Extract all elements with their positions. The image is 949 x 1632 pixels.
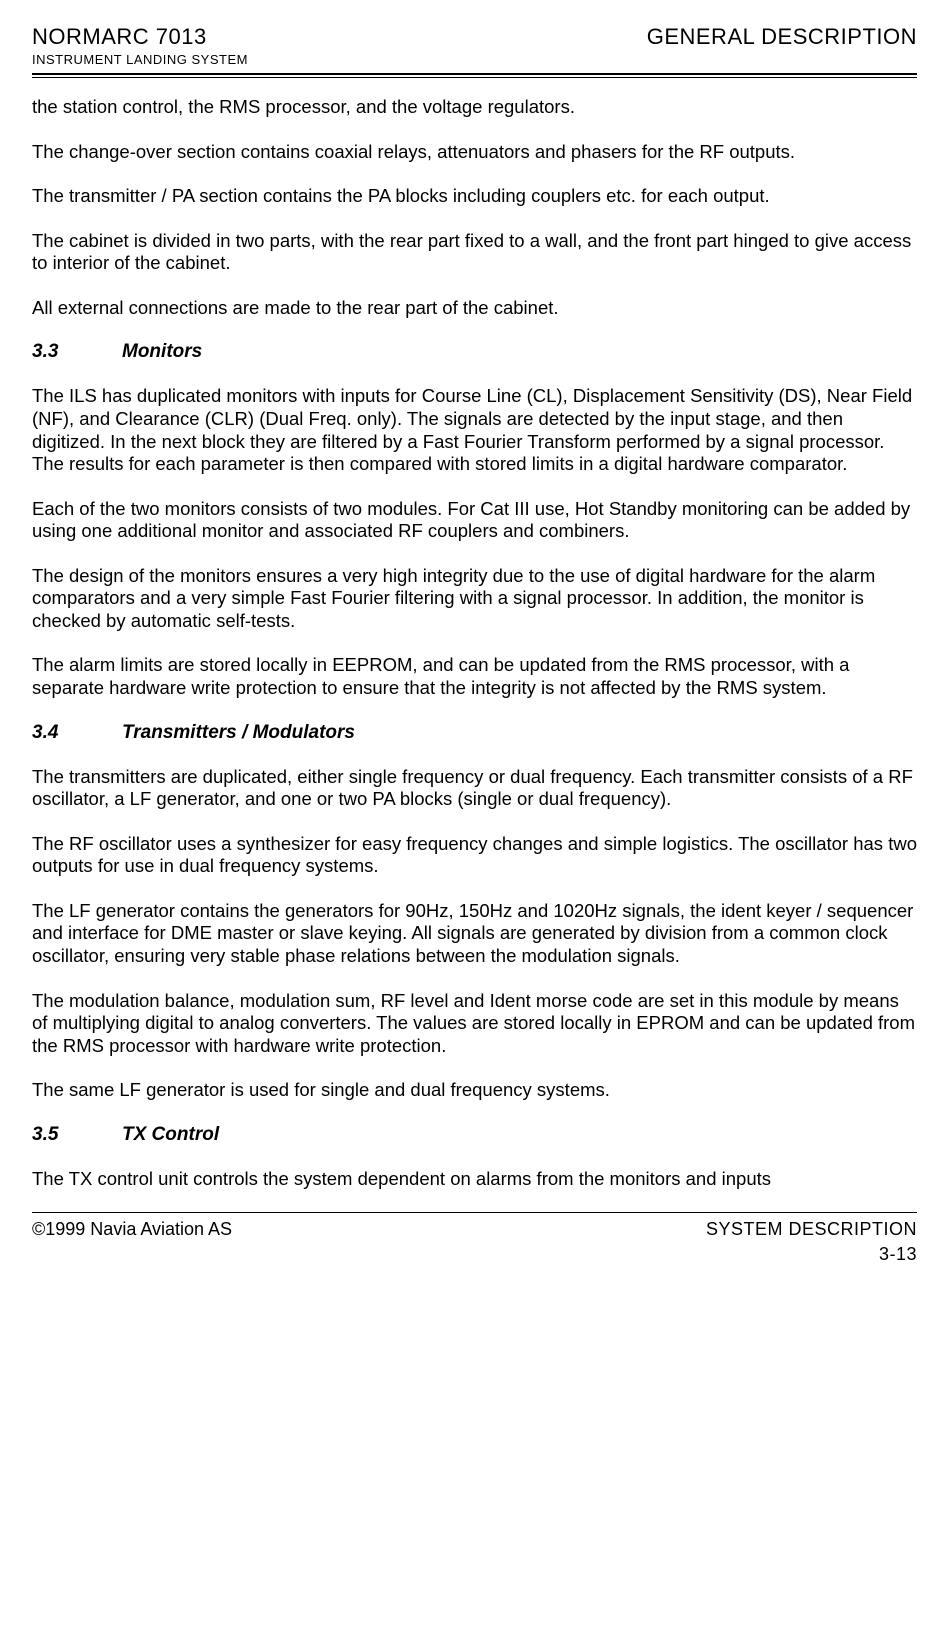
page-number: 3-13: [706, 1244, 917, 1265]
document-body: the station control, the RMS processor, …: [32, 96, 917, 1190]
section-title: Transmitters / Modulators: [122, 722, 355, 744]
section-heading-3-3: 3.3 Monitors: [32, 341, 917, 363]
section-number: 3.4: [32, 722, 122, 744]
page-header: NORMARC 7013 GENERAL DESCRIPTION: [32, 24, 917, 50]
footer-doc-title: SYSTEM DESCRIPTION: [706, 1219, 917, 1240]
doc-subtitle: INSTRUMENT LANDING SYSTEM: [32, 52, 917, 67]
header-left: NORMARC 7013: [32, 24, 207, 50]
footer-right-block: SYSTEM DESCRIPTION 3-13: [706, 1219, 917, 1265]
paragraph: The transmitters are duplicated, either …: [32, 766, 917, 811]
paragraph: The change-over section contains coaxial…: [32, 141, 917, 164]
copyright: ©1999 Navia Aviation AS: [32, 1219, 232, 1240]
section-number: 3.5: [32, 1124, 122, 1146]
paragraph: the station control, the RMS processor, …: [32, 96, 917, 119]
paragraph: All external connections are made to the…: [32, 297, 917, 320]
paragraph: The RF oscillator uses a synthesizer for…: [32, 833, 917, 878]
paragraph: The alarm limits are stored locally in E…: [32, 654, 917, 699]
footer-rule: [32, 1212, 917, 1213]
paragraph: The TX control unit controls the system …: [32, 1168, 917, 1191]
page-footer: ©1999 Navia Aviation AS SYSTEM DESCRIPTI…: [32, 1219, 917, 1265]
section-title: Monitors: [122, 341, 202, 363]
header-rule: [32, 73, 917, 78]
section-heading-3-5: 3.5 TX Control: [32, 1124, 917, 1146]
paragraph: The LF generator contains the generators…: [32, 900, 917, 968]
doc-section-title: GENERAL DESCRIPTION: [647, 24, 917, 50]
paragraph: The design of the monitors ensures a ver…: [32, 565, 917, 633]
section-number: 3.3: [32, 341, 122, 363]
section-title: TX Control: [122, 1124, 219, 1146]
paragraph: Each of the two monitors consists of two…: [32, 498, 917, 543]
paragraph: The modulation balance, modulation sum, …: [32, 990, 917, 1058]
paragraph: The ILS has duplicated monitors with inp…: [32, 385, 917, 475]
doc-model: NORMARC 7013: [32, 24, 207, 50]
paragraph: The cabinet is divided in two parts, wit…: [32, 230, 917, 275]
paragraph: The transmitter / PA section contains th…: [32, 185, 917, 208]
section-heading-3-4: 3.4 Transmitters / Modulators: [32, 722, 917, 744]
paragraph: The same LF generator is used for single…: [32, 1079, 917, 1102]
